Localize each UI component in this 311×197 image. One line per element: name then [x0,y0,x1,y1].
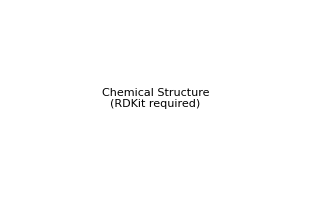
Text: Chemical Structure
(RDKit required): Chemical Structure (RDKit required) [102,88,209,109]
